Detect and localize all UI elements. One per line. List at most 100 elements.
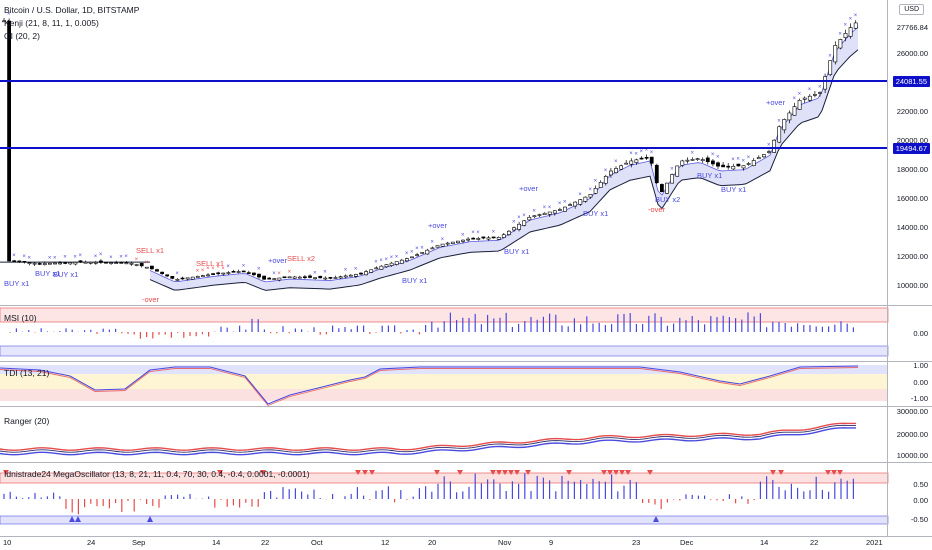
candle: [690, 159, 695, 161]
signal-marker: ×: [175, 271, 179, 277]
signal-annotation: BUY x1: [402, 276, 427, 285]
price-chart[interactable]: × × × × × × × × × × × × × × × × × × × × × × × × × × × × × × × × × × × × × × × ×…: [0, 0, 932, 305]
signal-marker: ×: [124, 254, 128, 260]
moving-average-line: [149, 49, 859, 291]
signal-annotation: BUY x1: [35, 269, 60, 278]
signal-marker: ×: [558, 201, 562, 207]
time-tick: 2021: [866, 538, 883, 547]
candle: [537, 214, 542, 216]
tdi-chart[interactable]: [0, 362, 932, 406]
signal-marker: ×: [12, 253, 16, 259]
sell-arrow: [607, 470, 613, 475]
signal-annotation: BUY x1: [583, 209, 608, 218]
signal-marker: ×: [257, 266, 261, 272]
candle: [578, 199, 583, 205]
candle: [12, 260, 17, 263]
candle: [216, 272, 221, 275]
signal-marker: ×: [854, 13, 858, 19]
signal-marker: ×: [145, 260, 149, 266]
candle: [83, 261, 88, 264]
candle: [170, 276, 175, 279]
signal-marker: ×: [808, 87, 812, 93]
msi-chart[interactable]: [0, 306, 932, 361]
candle: [63, 262, 68, 264]
mega-oscillator-chart[interactable]: [0, 463, 932, 536]
price-tick: 20000.00: [896, 136, 928, 145]
candle: [201, 275, 205, 277]
pane-separator[interactable]: [0, 462, 932, 463]
candle: [236, 271, 241, 273]
candle: [73, 262, 78, 265]
price-scale-divider[interactable]: [887, 0, 888, 536]
sell-arrow: [525, 470, 531, 475]
msi-title: MSI (10): [4, 313, 37, 323]
horizontal-line-label-high[interactable]: 24081.55: [892, 76, 930, 87]
time-tick: 20: [428, 538, 437, 547]
sell-arrow: [619, 470, 625, 475]
candle: [343, 275, 348, 278]
ranger-pane[interactable]: Ranger (20) 30000.00 20000.00 10000.00: [0, 407, 932, 462]
candle: [588, 193, 593, 198]
candle: [42, 263, 47, 265]
sell-arrow: [625, 470, 631, 475]
candle: [37, 263, 42, 265]
signal-marker: ×: [828, 54, 832, 60]
candle: [486, 237, 491, 240]
signal-marker: ×: [22, 254, 26, 260]
tdi-upper-zone: [0, 365, 888, 374]
signal-marker: ×: [119, 254, 123, 260]
horizontal-line-label-low[interactable]: 19494.67: [892, 143, 930, 154]
candle: [614, 168, 618, 174]
signal-marker: ×: [849, 16, 853, 22]
candle: [155, 269, 159, 272]
candle: [767, 151, 771, 153]
candle: [211, 273, 216, 275]
time-tick: 23: [632, 538, 641, 547]
time-tick: 12: [381, 538, 390, 547]
candle: [109, 262, 114, 264]
pane-separator[interactable]: [0, 536, 932, 537]
candle: [410, 256, 414, 259]
msi-pane[interactable]: MSI (10) 0.00: [0, 306, 932, 361]
candle: [27, 262, 32, 265]
time-tick: Oct: [311, 538, 323, 547]
signal-marker: ×: [640, 149, 644, 155]
candle: [369, 269, 374, 273]
currency-button[interactable]: USD: [899, 4, 924, 15]
tdi-pane[interactable]: TDI (13, 21) 1.00 0.00 -1.00: [0, 361, 932, 406]
candle: [654, 164, 659, 183]
signal-marker: ×: [201, 268, 205, 274]
pane-separator[interactable]: [0, 406, 932, 407]
price-pane[interactable]: × × × × × × × × × × × × × × × × × × × × × × × × × × × × × × × × × × × × × × × ×…: [0, 0, 932, 305]
last-price-label: 27766.84: [896, 23, 928, 32]
pane-separator[interactable]: [0, 361, 932, 362]
signal-marker: ×: [793, 96, 797, 102]
signal-annotation: +over: [428, 221, 447, 230]
tdi-lower-zone: [0, 389, 888, 401]
candle: [139, 263, 144, 267]
candle: [756, 157, 761, 160]
signal-marker: ×: [578, 192, 582, 198]
candle: [787, 112, 792, 121]
signal-marker: ×: [543, 205, 547, 211]
signal-marker: ×: [517, 215, 521, 221]
signal-marker: ×: [844, 23, 848, 29]
mega-oscillator-pane[interactable]: Idnistrade24 MegaOscillator (13, 8, 21, …: [0, 463, 932, 536]
candle: [282, 276, 287, 279]
candle: [512, 227, 516, 231]
mega-tick: -0.50: [910, 515, 928, 524]
signal-annotation: +over: [766, 98, 785, 107]
candle: [445, 242, 450, 245]
signal-marker: ×: [221, 266, 225, 272]
pane-separator[interactable]: [0, 305, 932, 306]
signal-marker: ×: [691, 150, 695, 156]
candle: [792, 106, 797, 116]
candle: [695, 158, 700, 160]
signal-annotation: SELL x2: [287, 254, 315, 263]
ranger-chart[interactable]: [0, 407, 932, 462]
mega-oscillator-title: Idnistrade24 MegaOscillator (13, 8, 21, …: [4, 469, 310, 479]
candle: [802, 97, 807, 100]
candle: [466, 238, 471, 241]
ranger-title: Ranger (20): [4, 416, 50, 426]
candle: [165, 274, 170, 277]
